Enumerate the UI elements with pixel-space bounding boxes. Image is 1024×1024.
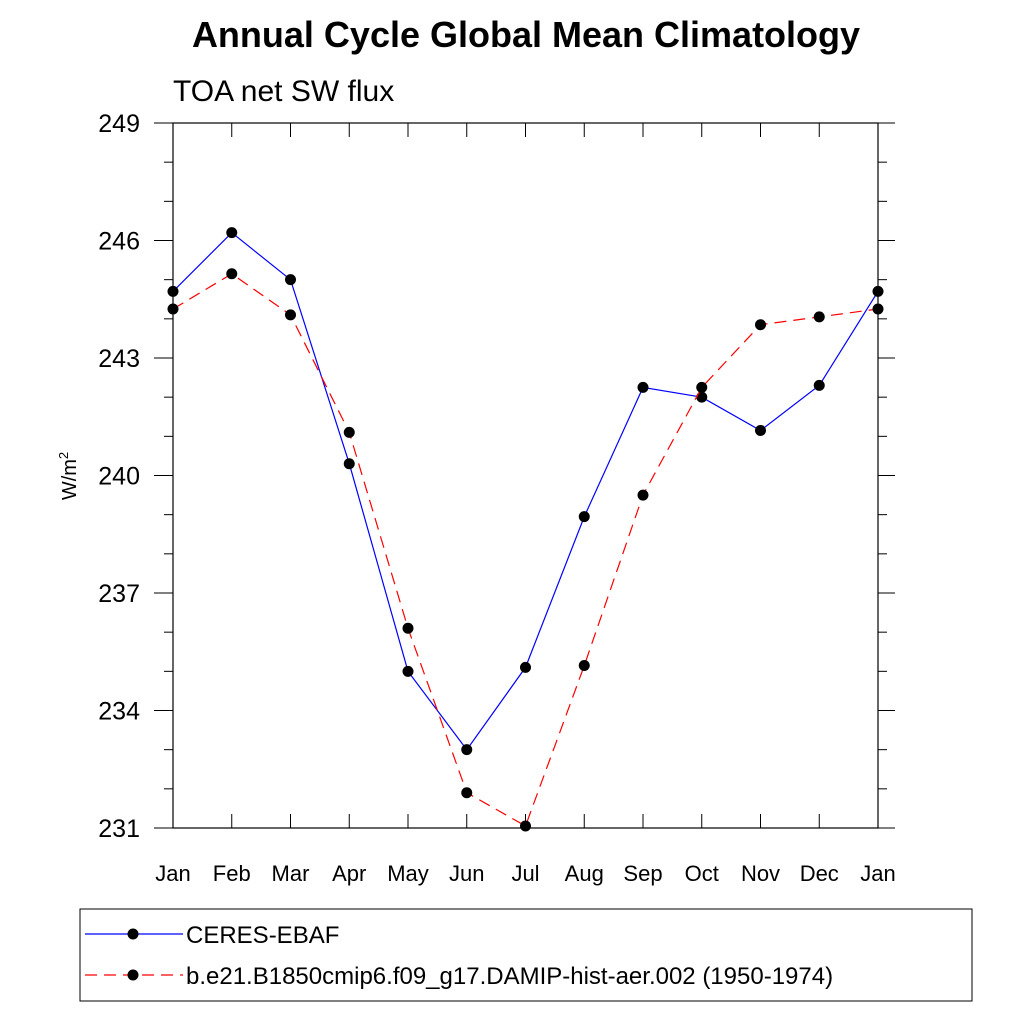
y-tick-label: 240	[98, 463, 140, 491]
x-tick-label: Jul	[511, 861, 539, 886]
x-tick-label: Oct	[685, 861, 719, 886]
legend-frame	[79, 908, 973, 1002]
x-tick-label: May	[387, 861, 429, 886]
series-1-point	[167, 303, 179, 315]
x-tick-labels: Jan Feb Mar Apr May Jun Jul Aug Sep Oct Nov Dec Jan	[155, 861, 895, 886]
series-line-1	[172, 273, 879, 827]
series-1-point	[637, 489, 649, 501]
legend-label-ceres: CERES-EBAF	[186, 922, 339, 949]
y-tick-label: 243	[98, 345, 140, 373]
y-axis-title-text: W/m	[59, 459, 81, 500]
y-tick-label: 234	[98, 698, 140, 726]
y-tick-label: 237	[98, 580, 140, 608]
series-1-point	[872, 303, 884, 315]
series-0-point	[813, 379, 825, 391]
series-0-point	[520, 661, 531, 673]
x-tick-label: Apr	[332, 861, 366, 886]
series-0-point	[872, 285, 884, 297]
series-0-point	[167, 285, 179, 297]
legend: CERES-EBAF b.e21.B1850cmip6.f09_g17.DAMI…	[79, 908, 973, 1002]
series-1-point	[461, 787, 473, 799]
series-1-point	[520, 820, 531, 832]
series-1-point	[578, 659, 590, 671]
x-tick-label: Aug	[565, 861, 604, 886]
series-0-point	[637, 381, 649, 393]
y-tick-label: 249	[98, 110, 140, 138]
x-tick-label: Jan	[155, 861, 190, 886]
series-1-point	[226, 268, 238, 280]
y-tick-label: 231	[98, 815, 140, 843]
series-0-point	[226, 227, 238, 239]
svg-text:W/m2: W/m2	[56, 452, 81, 500]
series-0-point	[461, 744, 473, 756]
x-tick-label: Dec	[800, 861, 839, 886]
y-axis-title: W/m2	[56, 452, 81, 500]
plot-frame	[172, 122, 879, 829]
series-1-point	[402, 622, 414, 634]
y-tick-labels: 231 234 237 240 243 246 249	[98, 110, 140, 843]
x-tick-label: Nov	[741, 861, 780, 886]
x-tick-label: Feb	[213, 861, 251, 886]
legend-marker-ceres	[127, 928, 139, 940]
x-tick-label: Jun	[449, 861, 484, 886]
x-tick-label: Jan	[860, 861, 895, 886]
axis-ticks	[154, 122, 895, 829]
x-tick-label: Mar	[272, 861, 310, 886]
series-1-point	[755, 319, 766, 331]
series-1-point	[813, 311, 825, 323]
x-tick-label: Sep	[623, 861, 662, 886]
series-1-point	[696, 381, 708, 393]
series-1-point	[285, 309, 296, 321]
y-axis-title-superscript: 2	[56, 452, 71, 459]
series-0-point	[755, 424, 766, 436]
series-0-point	[402, 665, 414, 677]
legend-label-damip: b.e21.B1850cmip6.f09_g17.DAMIP-hist-aer.…	[186, 963, 833, 990]
y-tick-label: 246	[98, 228, 140, 256]
chart-title: Annual Cycle Global Mean Climatology	[192, 14, 860, 55]
series-0-point	[285, 274, 296, 286]
series-1-point	[343, 426, 355, 438]
chart-subtitle: TOA net SW flux	[173, 75, 394, 108]
legend-marker-damip	[127, 969, 139, 981]
series-0-point	[578, 511, 590, 523]
series-0-point	[696, 391, 708, 403]
series-0-point	[343, 458, 355, 470]
series-layer	[167, 227, 884, 832]
